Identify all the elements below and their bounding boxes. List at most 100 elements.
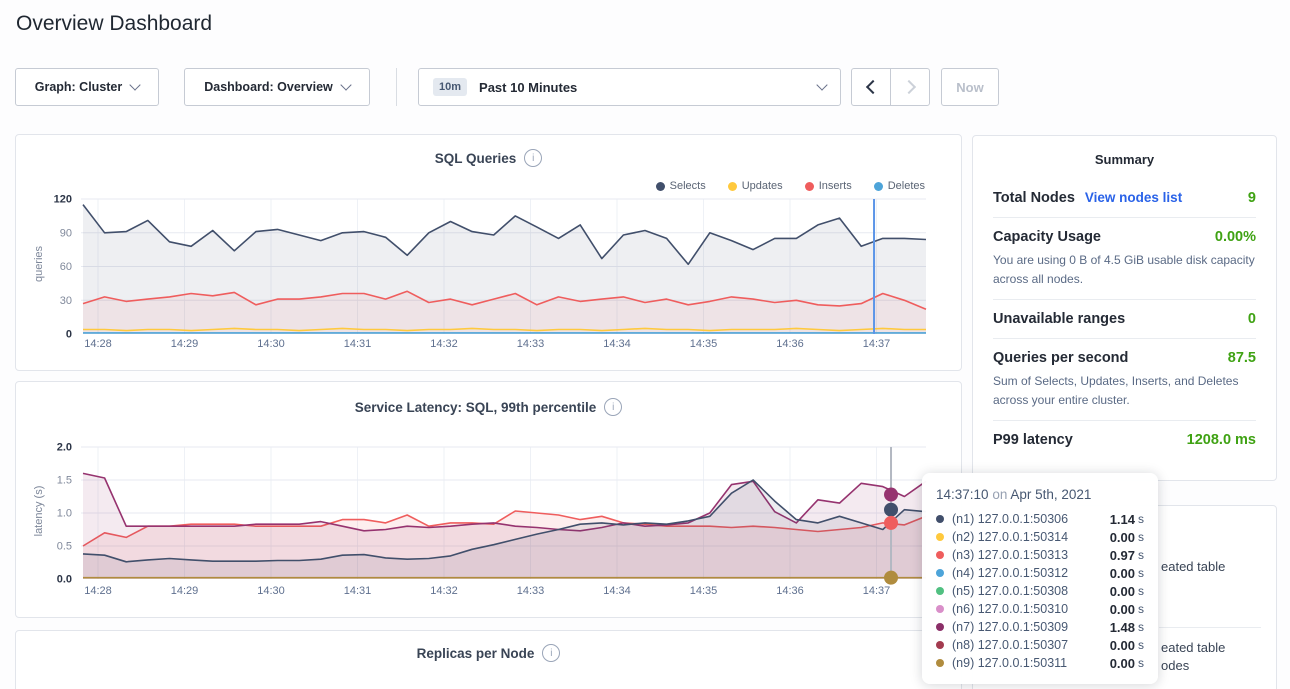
summary-rows: Total NodesView nodes list9Capacity Usag… [993,179,1256,459]
chevron-left-icon [865,80,879,94]
svg-text:1.0: 1.0 [57,508,72,520]
tooltip-date: Apr 5th, 2021 [1010,487,1091,502]
svg-text:90: 90 [60,227,72,239]
event-item-fragment: odes [1161,657,1189,675]
node-latency-value: 1.14 [1110,512,1135,527]
svg-text:14:37: 14:37 [863,338,891,350]
svg-text:30: 30 [60,295,72,307]
node-address: (n4) 127.0.0.1:50312 [952,566,1110,580]
summary-row: Total NodesView nodes list9 [993,179,1256,218]
node-color-dot [936,623,944,631]
summary-row-value: 1208.0 ms [1187,432,1256,448]
node-latency-value: 0.00 [1110,656,1135,671]
chart-title: Replicas per Node [417,646,535,661]
svg-text:120: 120 [54,194,72,206]
node-latency-value: 0.00 [1110,530,1135,545]
page-title: Overview Dashboard [16,12,212,36]
node-latency-value: 0.00 [1110,638,1135,653]
tooltip-node-row: (n2) 127.0.0.1:503140.00s [936,528,1144,546]
svg-text:14:29: 14:29 [171,338,199,350]
node-color-dot [936,605,944,613]
time-next-button[interactable] [890,68,930,106]
summary-row-label: P99 latency [993,432,1073,448]
info-icon[interactable]: i [542,644,560,662]
chevron-down-icon [130,79,141,90]
node-color-dot [936,587,944,595]
time-range-badge: 10m [433,78,467,96]
svg-text:14:33: 14:33 [517,338,545,350]
time-range-label: Past 10 Minutes [479,80,806,95]
tooltip-node-row: (n4) 127.0.0.1:503120.00s [936,564,1144,582]
summary-row-label: Total Nodes [993,190,1075,206]
svg-text:14:30: 14:30 [257,585,285,597]
latency-unit: s [1138,602,1144,616]
event-item-fragment: eated table [1161,558,1225,576]
svg-text:60: 60 [60,261,72,273]
service-latency-chart[interactable]: 14:2814:2914:3014:3114:3214:3314:3414:35… [16,382,961,617]
tooltip-node-row: (n6) 127.0.0.1:503100.00s [936,600,1144,618]
svg-text:14:37: 14:37 [863,585,891,597]
time-prev-button[interactable] [851,68,891,106]
latency-unit: s [1138,512,1144,526]
latency-unit: s [1138,530,1144,544]
summary-row-label: Queries per second [993,350,1128,366]
node-color-dot [936,551,944,559]
node-latency-value: 0.00 [1110,602,1135,617]
overview-dashboard-page: Overview Dashboard Graph: Cluster Dashbo… [0,0,1290,689]
latency-unit: s [1138,584,1144,598]
svg-text:14:31: 14:31 [344,338,372,350]
svg-text:14:29: 14:29 [171,585,199,597]
sql-queries-card: SQL Queries i SelectsUpdatesInsertsDelet… [15,134,962,371]
node-address: (n7) 127.0.0.1:50309 [952,620,1110,634]
node-address: (n9) 127.0.0.1:50311 [952,656,1110,670]
tooltip-time: 14:37:10 [936,487,989,502]
view-nodes-list-link[interactable]: View nodes list [1085,190,1182,205]
latency-unit: s [1138,656,1144,670]
svg-text:14:32: 14:32 [430,585,458,597]
svg-text:14:31: 14:31 [344,585,372,597]
sql-queries-chart[interactable]: 14:2814:2914:3014:3114:3214:3314:3414:35… [16,135,961,370]
time-range-dropdown[interactable]: 10m Past 10 Minutes [418,68,841,106]
latency-unit: s [1138,566,1144,580]
service-latency-card: Service Latency: SQL, 99th percentile i … [15,381,962,618]
latency-unit: s [1138,548,1144,562]
svg-text:14:35: 14:35 [690,585,718,597]
summary-row-value: 0.00% [1215,229,1256,245]
node-address: (n2) 127.0.0.1:50314 [952,530,1110,544]
svg-text:0.5: 0.5 [57,541,72,553]
node-latency-value: 0.00 [1110,566,1135,581]
latency-unit: s [1138,620,1144,634]
node-address: (n6) 127.0.0.1:50310 [952,602,1110,616]
chevron-down-icon [340,79,351,90]
dashboard-dropdown[interactable]: Dashboard: Overview [184,68,370,106]
summary-row-label: Unavailable ranges [993,311,1125,327]
summary-title: Summary [993,152,1256,167]
event-item-fragment: eated table [1161,639,1225,657]
summary-row: Queries per second 87.5 Sum of Selects, Up… [993,339,1256,421]
controls-divider [396,68,397,106]
now-button[interactable]: Now [941,68,999,106]
dashboard-label: Dashboard: Overview [204,80,333,94]
node-color-dot [936,659,944,667]
summary-row-value: 87.5 [1228,350,1256,366]
node-address: (n1) 127.0.0.1:50306 [952,512,1110,526]
summary-row: P99 latency 1208.0 ms [993,421,1256,459]
tooltip-connector: on [992,487,1007,502]
svg-text:14:34: 14:34 [603,585,631,597]
replicas-title-row: Replicas per Node i [16,644,961,662]
tooltip-node-row: (n7) 127.0.0.1:503091.48s [936,618,1144,636]
summary-row: Unavailable ranges 0 [993,300,1256,339]
graph-scope-dropdown[interactable]: Graph: Cluster [15,68,159,106]
svg-text:14:33: 14:33 [517,585,545,597]
node-color-dot [936,641,944,649]
tooltip-node-row: (n5) 127.0.0.1:503080.00s [936,582,1144,600]
svg-text:14:34: 14:34 [603,338,631,350]
summary-row-description: Sum of Selects, Updates, Inserts, and De… [993,372,1256,409]
chart-series [83,473,926,579]
graph-scope-label: Graph: Cluster [35,80,123,94]
svg-text:14:30: 14:30 [257,338,285,350]
summary-row-value: 0 [1248,311,1256,327]
chart-hover-tooltip: 14:37:10 on Apr 5th, 2021 (n1) 127.0.0.1… [922,473,1158,684]
tooltip-timestamp: 14:37:10 on Apr 5th, 2021 [936,487,1144,502]
summary-row: Capacity Usage0.00%You are using 0 B of … [993,218,1256,300]
